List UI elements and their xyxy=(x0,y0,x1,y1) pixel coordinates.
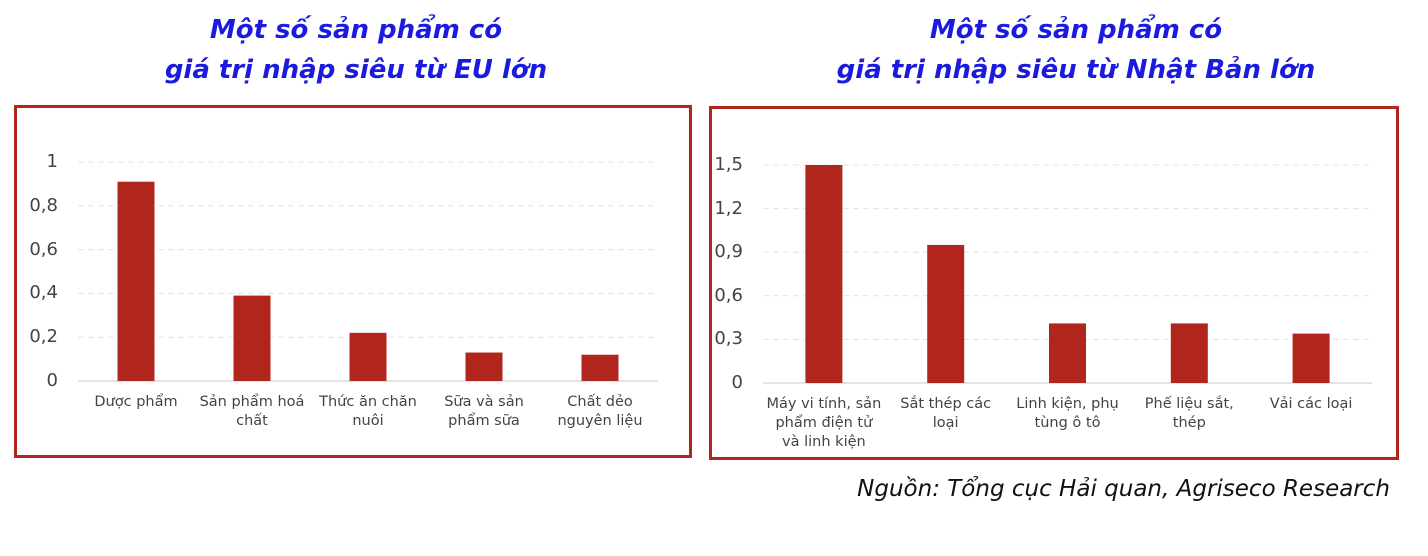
y-tick-label: 0,9 xyxy=(714,241,743,263)
chart-title: Một số sản phẩm có giá trị nhập siêu từ … xyxy=(164,15,548,85)
x-tick-label: Sữa và sản phẩm sữa xyxy=(444,394,524,429)
chart-title: Một số sản phẩm có giá trị nhập siêu từ … xyxy=(836,15,1316,85)
bar xyxy=(1292,333,1330,383)
x-tick-label: Phế liệu sắt, thép xyxy=(1144,396,1234,431)
bar xyxy=(117,181,155,381)
bar xyxy=(927,244,965,383)
x-tick-label: Vải các loại xyxy=(1269,396,1353,412)
x-tick-label: Thức ăn chăn nuôi xyxy=(319,394,417,429)
x-tick-label: Máy vi tính, sản phẩm điện tử và linh ki… xyxy=(766,396,882,450)
y-tick-label: 1,2 xyxy=(714,197,743,219)
y-tick-label: 0,2 xyxy=(29,326,58,348)
bar xyxy=(233,295,271,381)
bar xyxy=(1049,323,1086,383)
chart-frame xyxy=(709,106,1399,460)
y-tick-label: 0 xyxy=(731,372,743,393)
bar xyxy=(1170,323,1208,383)
bar xyxy=(805,165,843,383)
chart-frame xyxy=(14,105,692,458)
y-tick-label: 0,6 xyxy=(29,238,58,260)
bar xyxy=(581,354,619,381)
x-tick-label: Dược phẩm xyxy=(94,394,178,410)
bar xyxy=(465,352,503,381)
y-tick-label: 0 xyxy=(46,370,58,391)
y-tick-label: 0,3 xyxy=(714,328,743,350)
x-tick-label: Linh kiện, phụ tùng ô tô xyxy=(1016,396,1119,431)
source-note: Nguồn: Tổng cục Hải quan, Agriseco Resea… xyxy=(857,476,1390,502)
y-tick-label: 0,6 xyxy=(714,284,743,306)
x-tick-label: Sản phẩm hoá chất xyxy=(199,394,305,429)
y-tick-label: 0,8 xyxy=(29,194,58,216)
y-tick-label: 1,5 xyxy=(714,154,743,175)
y-tick-label: 0,4 xyxy=(29,282,58,304)
x-tick-label: Sắt thép các loại xyxy=(900,396,992,431)
y-tick-label: 1 xyxy=(46,151,58,172)
x-tick-label: Chất dẻo nguyên liệu xyxy=(557,394,643,429)
bar xyxy=(349,332,387,381)
